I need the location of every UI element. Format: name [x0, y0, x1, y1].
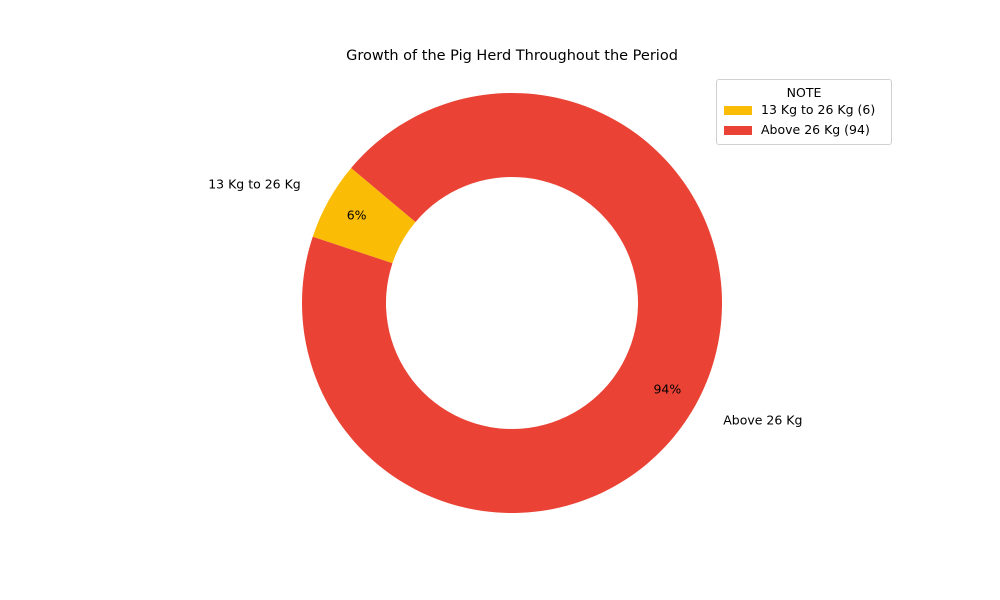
legend-swatch-yellow: [724, 106, 752, 115]
slice-group: [301, 93, 722, 514]
slice-category-label: Above 26 Kg: [723, 413, 802, 428]
chart-title: Growth of the Pig Herd Throughout the Pe…: [346, 48, 678, 64]
legend-swatch-red: [724, 126, 752, 135]
donut-slice-2: [301, 93, 722, 514]
donut-slice-1: [312, 168, 416, 264]
slice-percent-label: 6%: [347, 208, 367, 223]
slice-percent-label: 94%: [653, 381, 681, 396]
legend-title: NOTE: [786, 85, 822, 100]
legend-label: 13 Kg to 26 Kg (6): [761, 102, 876, 117]
slice-label-group: 6% 13 Kg to 26 Kg 94% Above 26 Kg: [208, 176, 802, 427]
legend: NOTE 13 Kg to 26 Kg (6) Above 26 Kg (94): [716, 79, 892, 145]
legend-item-above-26-kg: Above 26 Kg (94): [717, 120, 891, 140]
slice-category-label: 13 Kg to 26 Kg: [208, 176, 301, 191]
legend-item-13-to-26-kg: 13 Kg to 26 Kg (6): [717, 100, 891, 120]
legend-label: Above 26 Kg (94): [761, 122, 870, 137]
